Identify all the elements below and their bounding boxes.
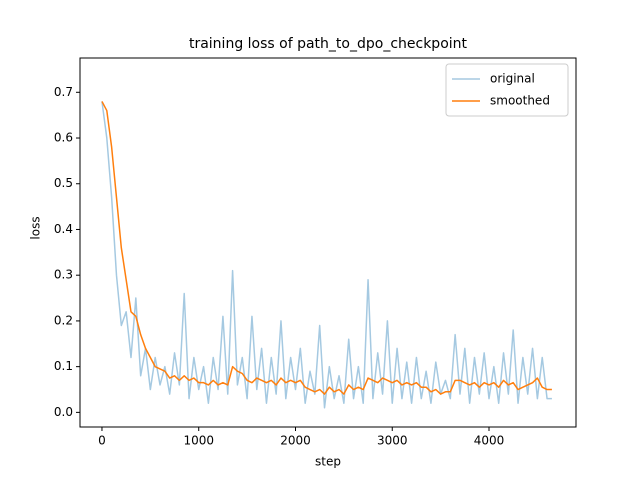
x-tick-label: 3000 — [377, 434, 408, 448]
y-tick-label: 0.6 — [54, 131, 73, 145]
y-tick-label: 0.5 — [54, 176, 73, 190]
y-axis-label: loss — [29, 216, 43, 239]
x-tick-label: 2000 — [280, 434, 311, 448]
series-line — [101, 101, 552, 395]
y-tick-label: 0.0 — [54, 405, 73, 419]
y-tick-label: 0.1 — [54, 359, 73, 373]
legend-label: smoothed — [490, 94, 550, 108]
chart-title: training loss of path_to_dpo_checkpoint — [189, 36, 468, 52]
x-axis-label: step — [315, 455, 341, 469]
legend-label: original — [490, 72, 535, 86]
series-line — [101, 101, 552, 409]
y-tick-label: 0.4 — [54, 222, 73, 236]
x-tick-label: 1000 — [183, 434, 214, 448]
x-tick-label: 4000 — [474, 434, 505, 448]
legend-box — [445, 63, 569, 117]
plot-frame — [79, 57, 577, 428]
x-tick-label: 0 — [98, 434, 106, 448]
y-tick-label: 0.7 — [54, 85, 73, 99]
y-tick-label: 0.3 — [54, 268, 73, 282]
y-tick-label: 0.2 — [54, 313, 73, 327]
